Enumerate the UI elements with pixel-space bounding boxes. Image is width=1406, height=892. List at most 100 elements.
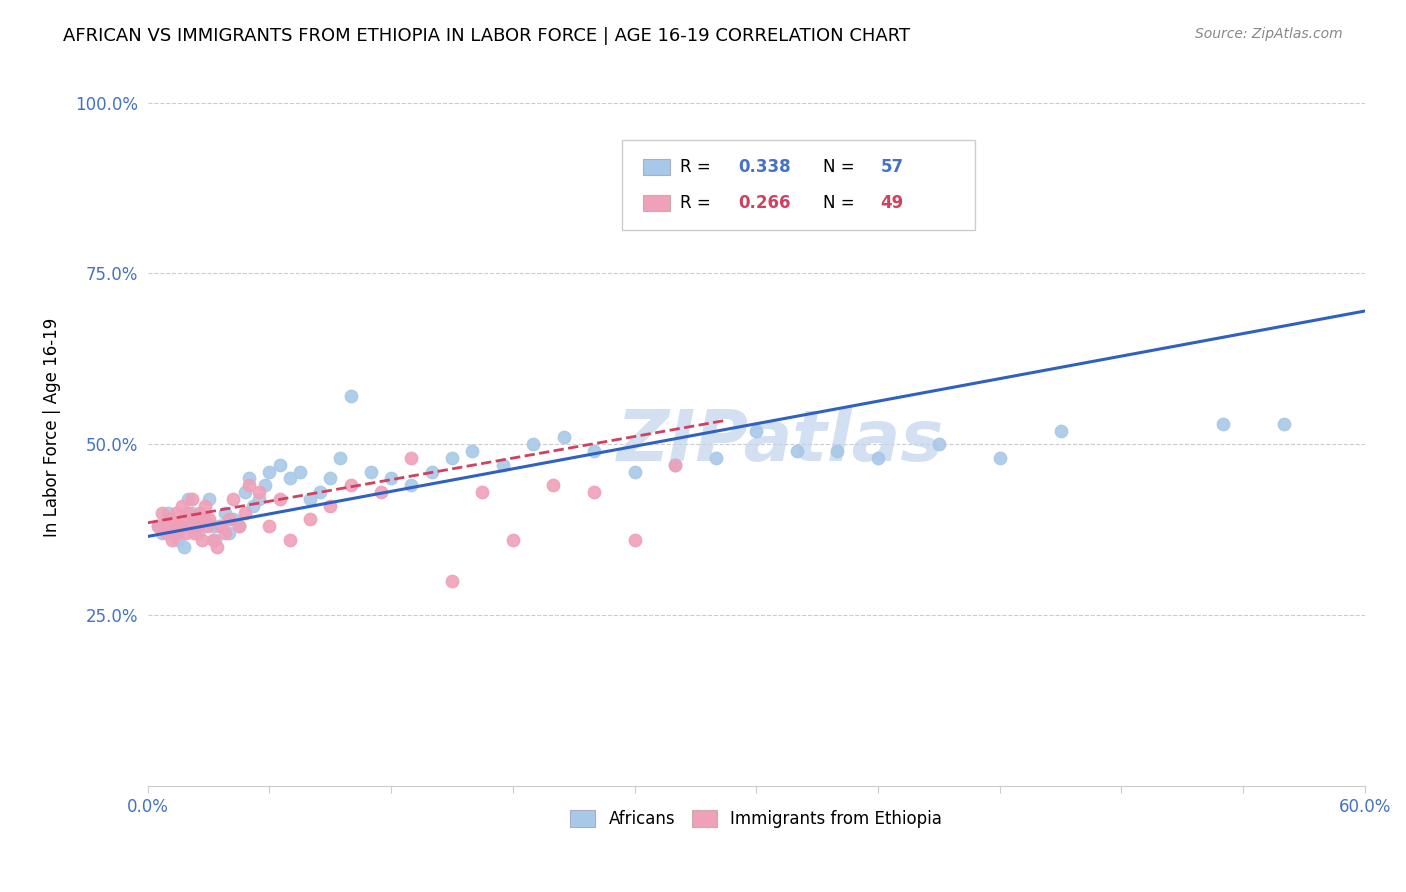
Point bbox=[201, 519, 224, 533]
Text: 0.266: 0.266 bbox=[738, 194, 790, 211]
Point bbox=[664, 458, 686, 472]
Point bbox=[440, 574, 463, 588]
Point bbox=[461, 444, 484, 458]
Point bbox=[309, 485, 332, 500]
Point bbox=[174, 526, 197, 541]
Point bbox=[155, 526, 177, 541]
Point bbox=[329, 450, 352, 465]
Text: R =: R = bbox=[679, 158, 716, 176]
Point bbox=[233, 485, 256, 500]
Point bbox=[193, 499, 215, 513]
Point bbox=[553, 430, 575, 444]
Point bbox=[156, 519, 179, 533]
FancyBboxPatch shape bbox=[643, 159, 669, 175]
Point bbox=[177, 491, 200, 506]
Point bbox=[339, 389, 361, 403]
Point bbox=[623, 533, 645, 547]
Point bbox=[522, 437, 544, 451]
Point bbox=[209, 519, 232, 533]
Point bbox=[664, 458, 686, 472]
Point bbox=[319, 499, 342, 513]
Point bbox=[169, 519, 191, 533]
Point bbox=[259, 465, 281, 479]
Point bbox=[247, 491, 270, 506]
Point bbox=[146, 519, 169, 533]
Point bbox=[298, 491, 321, 506]
Point bbox=[169, 519, 191, 533]
Point bbox=[370, 485, 392, 500]
Point bbox=[187, 519, 209, 533]
Point bbox=[319, 471, 342, 485]
Point bbox=[165, 506, 187, 520]
Text: R =: R = bbox=[679, 194, 716, 211]
Point bbox=[181, 506, 204, 520]
Point bbox=[186, 519, 208, 533]
Point bbox=[582, 444, 605, 458]
Point bbox=[582, 485, 605, 500]
Point bbox=[228, 519, 250, 533]
Point bbox=[928, 437, 950, 451]
Point bbox=[704, 450, 727, 465]
Point bbox=[254, 478, 277, 492]
Point bbox=[150, 526, 173, 541]
Point bbox=[1049, 424, 1071, 438]
Point bbox=[401, 478, 423, 492]
Point bbox=[173, 512, 195, 526]
Point bbox=[159, 512, 181, 526]
Point bbox=[201, 533, 224, 547]
Point bbox=[205, 540, 228, 554]
Point bbox=[1272, 417, 1295, 431]
Point bbox=[360, 465, 382, 479]
Text: 49: 49 bbox=[880, 194, 904, 211]
Point bbox=[191, 533, 214, 547]
Point bbox=[167, 533, 190, 547]
Point bbox=[259, 519, 281, 533]
Point bbox=[502, 533, 524, 547]
Point bbox=[827, 444, 849, 458]
Text: 0.338: 0.338 bbox=[738, 158, 790, 176]
Point bbox=[543, 478, 565, 492]
Point bbox=[288, 465, 311, 479]
Point bbox=[228, 519, 250, 533]
Point bbox=[269, 491, 291, 506]
Point bbox=[298, 512, 321, 526]
Point bbox=[156, 506, 179, 520]
Point bbox=[177, 506, 200, 520]
Point bbox=[197, 512, 219, 526]
Point bbox=[623, 465, 645, 479]
Point bbox=[339, 478, 361, 492]
Point bbox=[197, 491, 219, 506]
Point bbox=[988, 450, 1011, 465]
Point bbox=[160, 526, 183, 541]
Point bbox=[1212, 417, 1234, 431]
Point bbox=[204, 533, 226, 547]
FancyBboxPatch shape bbox=[623, 140, 976, 230]
Point bbox=[866, 450, 889, 465]
Point bbox=[222, 512, 245, 526]
Point bbox=[492, 458, 515, 472]
Point bbox=[183, 526, 205, 541]
Point bbox=[214, 526, 236, 541]
Point bbox=[208, 519, 231, 533]
Y-axis label: In Labor Force | Age 16-19: In Labor Force | Age 16-19 bbox=[44, 318, 60, 537]
Point bbox=[218, 512, 240, 526]
Point bbox=[786, 444, 808, 458]
Point bbox=[269, 458, 291, 472]
Point bbox=[247, 485, 270, 500]
Point bbox=[214, 506, 236, 520]
Point bbox=[233, 506, 256, 520]
Point bbox=[187, 526, 209, 541]
Text: 57: 57 bbox=[880, 158, 904, 176]
Point bbox=[380, 471, 402, 485]
Point bbox=[193, 512, 215, 526]
Text: ZIPatlas: ZIPatlas bbox=[617, 407, 945, 476]
Point bbox=[186, 512, 208, 526]
Point bbox=[146, 519, 169, 533]
Point bbox=[167, 526, 190, 541]
Point bbox=[278, 471, 301, 485]
Point bbox=[471, 485, 494, 500]
Point bbox=[173, 540, 195, 554]
Point bbox=[440, 450, 463, 465]
FancyBboxPatch shape bbox=[643, 194, 669, 211]
Point bbox=[420, 465, 443, 479]
